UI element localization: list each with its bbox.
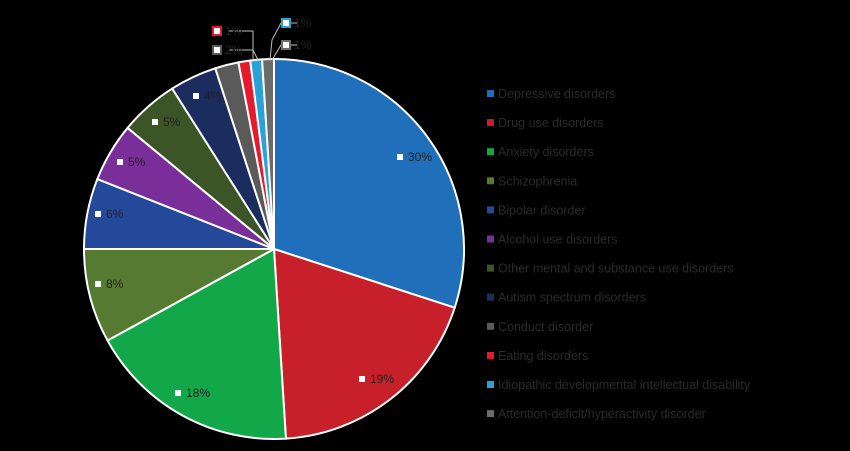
data-label: 4% (191, 89, 222, 103)
pie-slice-depressive-disorders (273, 57, 465, 309)
data-label-text: 6% (106, 207, 124, 221)
data-label-marker (212, 45, 222, 55)
data-label-text: 5% (163, 115, 181, 129)
legend-item-drug-use-disorders: Drug use disorders (487, 116, 604, 130)
legend-item-alcohol-use-disorders: Alcohol use disorders (487, 233, 618, 247)
legend-item-bipolar-disorder: Bipolar disorder (487, 203, 586, 217)
pie-slices (82, 57, 465, 441)
data-label-text: 1% (225, 24, 243, 38)
legend-item-conduct-disorder: Conduct disorder (487, 320, 593, 334)
legend-label: Other mental and substance use disorders (498, 262, 734, 276)
pie-slice-attention-deficit-hyperactivity-disorder (261, 57, 275, 250)
data-label: 5% (150, 115, 181, 129)
legend-item-idiopathic-developmental-intellectual-disability: Idiopathic developmental intellectual di… (487, 378, 751, 392)
legend-label: Schizophrenia (498, 174, 577, 188)
data-label-text: 1% (294, 16, 312, 30)
legend-item-attention-deficit-hyperactivity-disorder: Attention-deficit/hyperactivity disorder (487, 407, 706, 421)
data-label: 1% (281, 38, 312, 52)
data-label: 1% (281, 16, 312, 30)
legend-label: Attention-deficit/hyperactivity disorder (498, 407, 706, 421)
legend-swatch (487, 177, 494, 185)
data-label-marker (212, 26, 222, 36)
legend-swatch (487, 293, 494, 301)
legend-swatch (487, 119, 494, 127)
legend-item-autism-spectrum-disorders: Autism spectrum disorders (487, 291, 646, 305)
data-label-text: 30% (408, 150, 432, 164)
data-label-marker (281, 40, 291, 50)
legend-label: Bipolar disorder (498, 203, 586, 217)
legend: Depressive disorders Drug use disorders An… (487, 87, 751, 421)
data-label-marker (93, 209, 103, 219)
data-label: 6% (93, 207, 124, 221)
legend-item-schizophrenia: Schizophrenia (487, 174, 577, 188)
legend-item-anxiety-disorders: Anxiety disorders (487, 145, 594, 159)
data-label: 2% (212, 43, 243, 57)
legend-swatch (487, 264, 494, 272)
legend-label: Conduct disorder (498, 320, 593, 334)
data-label-text: 4% (204, 89, 222, 103)
data-label-marker (150, 117, 160, 127)
data-label-text: 5% (128, 155, 146, 169)
data-label: 8% (93, 277, 124, 291)
legend-item-depressive-disorders: Depressive disorders (487, 87, 615, 101)
data-label-marker (191, 91, 201, 101)
pie-slice-anxiety-disorders (106, 247, 287, 441)
data-label: 18% (173, 386, 210, 400)
legend-swatch (487, 148, 494, 156)
legend-swatch (487, 90, 494, 97)
data-label-text: 19% (370, 372, 394, 386)
data-label-marker (395, 152, 405, 162)
data-label: 1% (212, 24, 243, 38)
data-label-marker (93, 279, 103, 289)
legend-label: Eating disorders (498, 349, 588, 363)
legend-swatch (487, 410, 494, 418)
legend-swatch (487, 322, 494, 330)
legend-label: Alcohol use disorders (498, 233, 618, 247)
legend-label: Anxiety disorders (498, 145, 594, 159)
legend-item-eating-disorders: Eating disorders (487, 349, 588, 363)
pie-slice-drug-use-disorders (272, 247, 456, 440)
data-label: 19% (357, 372, 394, 386)
data-labels: 30% 19% 18% 8% 6% 5% 5% 4% 2% 1% 1% 1% (93, 16, 432, 400)
data-label-text: 2% (225, 43, 243, 57)
legend-label: Depressive disorders (498, 87, 615, 101)
legend-swatch (487, 206, 494, 214)
data-label: 30% (395, 150, 432, 164)
data-label-text: 8% (106, 277, 124, 291)
data-label-marker (281, 18, 291, 28)
data-label-text: 18% (186, 386, 210, 400)
legend-swatch (487, 351, 494, 359)
legend-swatch (487, 381, 494, 388)
legend-label: Autism spectrum disorders (498, 291, 646, 305)
legend-label: Idiopathic developmental intellectual di… (498, 378, 751, 392)
legend-label: Drug use disorders (498, 116, 604, 130)
legend-item-other-mental-and-substance-use-disorders: Other mental and substance use disorders (487, 262, 734, 276)
pie-slice-schizophrenia (82, 248, 275, 342)
legend-swatch (487, 235, 494, 243)
leader-line (229, 30, 254, 60)
data-label: 5% (115, 155, 146, 169)
data-label-marker (173, 388, 183, 398)
data-label-marker (357, 374, 367, 384)
data-label-marker (115, 157, 125, 167)
data-label-text: 1% (294, 38, 312, 52)
